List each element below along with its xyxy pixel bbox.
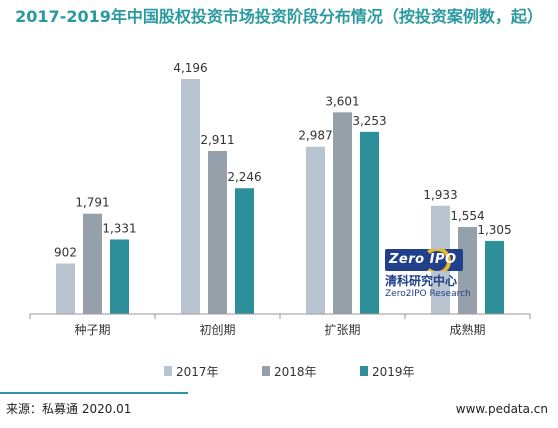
zero2ipo-watermark: Zero IPO 清科研究中心 Zero2IPO Research	[385, 249, 477, 301]
data-label: 2,911	[200, 133, 234, 147]
watermark-badge-text: Zero IPO	[389, 252, 457, 267]
legend-swatch	[164, 366, 172, 376]
zero2ipo-logo-icon: Zero IPO	[385, 249, 463, 271]
data-label: 1,331	[102, 221, 136, 235]
footer-source: 来源：私募通 2020.01	[6, 402, 132, 416]
x-tick-label: 初创期	[199, 323, 235, 337]
legend-label: 2019年	[372, 365, 415, 379]
footer-website: www.pedata.cn	[455, 402, 548, 416]
watermark-en-text: Zero2IPO Research	[385, 289, 471, 299]
legend-label: 2017年	[176, 365, 219, 379]
legend-label: 2018年	[274, 365, 317, 379]
data-label: 1,791	[75, 196, 109, 210]
data-label: 902	[54, 245, 77, 259]
data-label: 4,196	[173, 61, 207, 75]
bar	[458, 226, 477, 314]
bar	[485, 240, 504, 314]
data-label: 1,933	[423, 188, 457, 202]
legend-swatch	[262, 366, 270, 376]
x-tick-label: 种子期	[74, 323, 110, 337]
data-label: 3,253	[352, 114, 386, 128]
bar	[181, 79, 200, 314]
data-label: 1,554	[450, 209, 484, 223]
bar	[306, 146, 325, 314]
chart-title: 2017-2019年中国股权投资市场投资阶段分布情况（按投资案例数，起）	[15, 7, 543, 26]
x-tick-label: 成熟期	[449, 322, 485, 337]
bar	[235, 188, 254, 314]
bar	[333, 112, 352, 315]
bar-chart: 902 1,791 1,331 种子期 4,196 2,911 2,246 初创期 2,987 3…	[29, 61, 531, 379]
bar	[56, 263, 75, 314]
data-label: 2,987	[298, 129, 332, 143]
bar	[110, 239, 129, 314]
bar	[208, 150, 227, 314]
bar	[83, 213, 102, 314]
watermark-cn-text: 清科研究中心	[385, 274, 458, 288]
data-label: 2,246	[227, 170, 261, 184]
footer-divider	[0, 392, 188, 394]
data-label: 1,305	[477, 223, 511, 237]
bar	[360, 131, 379, 314]
legend-swatch	[360, 366, 368, 376]
x-tick-label: 扩张期	[324, 323, 360, 337]
data-label: 3,601	[325, 94, 359, 108]
